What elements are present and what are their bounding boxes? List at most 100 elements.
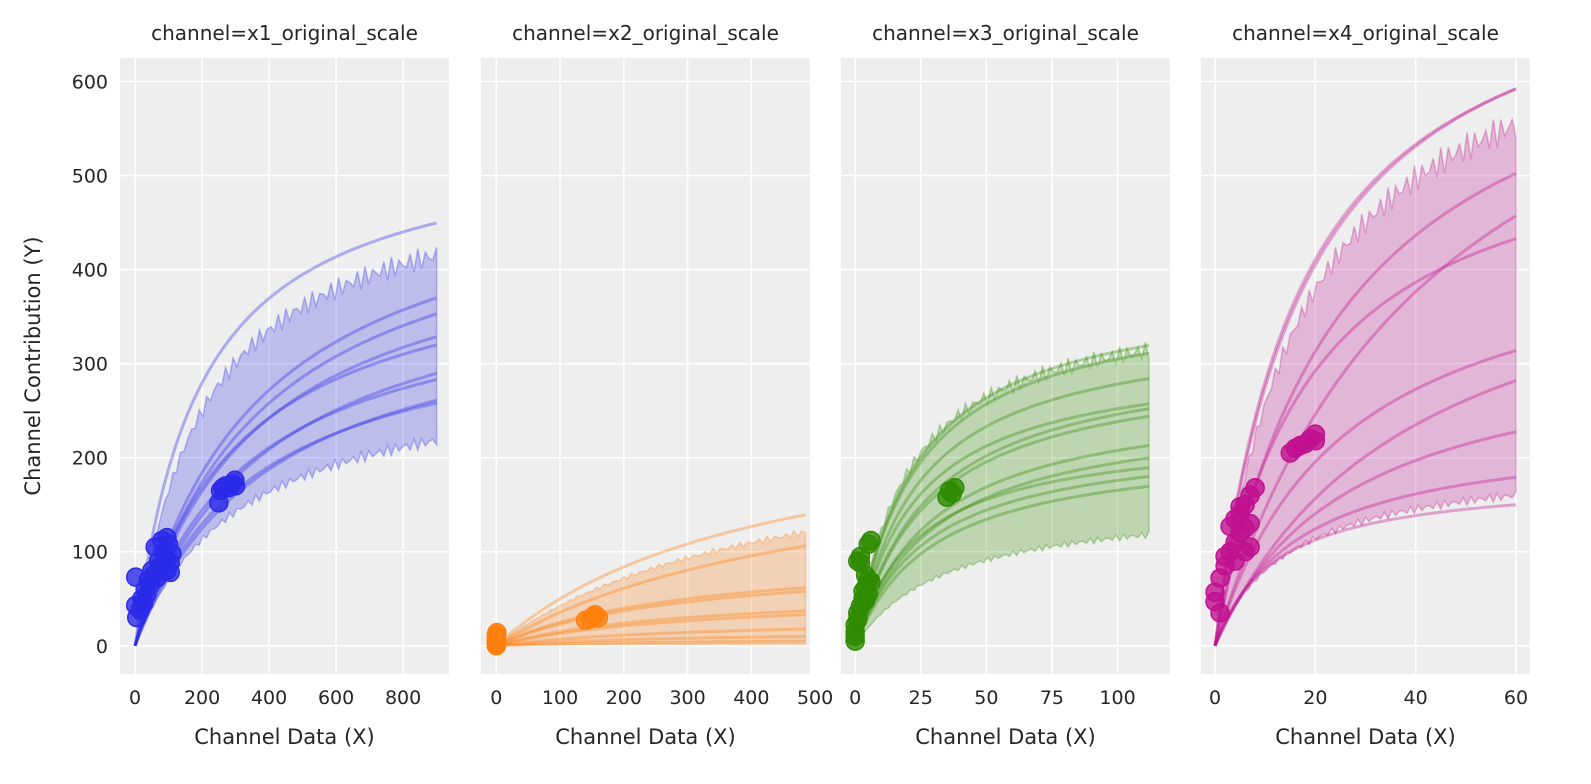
posterior-curve <box>1213 379 1517 647</box>
posterior-curve <box>496 627 806 648</box>
y-tick-label: 400 <box>72 260 108 282</box>
posterior-curve <box>853 484 1150 647</box>
panel-2: 0 100 200 300 400 500 channel=x2_original_scal… <box>481 21 833 749</box>
x-tick-label: 25 <box>909 687 933 709</box>
data-point <box>1240 537 1260 557</box>
x-tick-label: 50 <box>974 687 998 709</box>
x-tick-label: 20 <box>1303 687 1327 709</box>
y-tick-label: 500 <box>72 166 108 188</box>
x-tick-label: 600 <box>318 687 354 709</box>
panel-title: channel=x4_original_scale <box>1232 21 1499 45</box>
x-tick-label: 200 <box>184 687 220 709</box>
posterior-curve <box>496 639 806 648</box>
x-tick-label: 800 <box>385 687 421 709</box>
data-point <box>1240 513 1260 534</box>
data-point <box>162 543 182 564</box>
posterior-curve <box>853 414 1150 647</box>
x-tick-label: 0 <box>490 687 502 709</box>
x-tick-label: 500 <box>797 687 833 709</box>
x-axis-label: Channel Data (X) <box>1275 725 1455 749</box>
posterior-curve <box>1213 503 1517 647</box>
posterior-curve <box>853 402 1150 647</box>
plot-area <box>1205 87 1517 647</box>
posterior-curve <box>853 407 1150 647</box>
x-axis-label: Channel Data (X) <box>915 725 1095 749</box>
x-tick-label: 0 <box>1209 687 1221 709</box>
data-point <box>486 631 507 651</box>
data-point <box>861 572 881 592</box>
posterior-curve <box>133 398 437 647</box>
panel-title: channel=x3_original_scale <box>872 21 1139 45</box>
posterior-curve <box>496 634 806 648</box>
panel-title: channel=x1_original_scale <box>151 21 418 45</box>
posterior-curve <box>133 221 437 646</box>
posterior-curve <box>1213 349 1517 647</box>
posterior-curve <box>853 343 1150 647</box>
posterior-curve <box>133 335 438 647</box>
y-axis-label: Channel Contribution (Y) <box>21 236 45 495</box>
panel-3: 0 25 50 75 100 channel=x3_original_scale Chann… <box>841 21 1170 749</box>
y-tick-label: 300 <box>72 354 108 376</box>
x-tick-label: 100 <box>542 687 578 709</box>
posterior-curve <box>495 544 806 648</box>
x-tick-label: 200 <box>606 687 642 709</box>
y-tick-label: 600 <box>72 72 108 94</box>
posterior-curve <box>133 296 438 647</box>
posterior-curve <box>133 343 437 647</box>
x-tick-label: 300 <box>669 687 705 709</box>
plot-area <box>845 342 1150 651</box>
plot-area <box>486 513 807 656</box>
x-tick-label: 0 <box>129 687 141 709</box>
plot-area <box>125 221 438 647</box>
x-tick-label: 40 <box>1404 687 1428 709</box>
x-tick-label: 0 <box>849 687 861 709</box>
posterior-curve <box>1213 214 1517 647</box>
y-tick-label: 100 <box>72 542 108 564</box>
data-point <box>157 560 177 581</box>
posterior-curve <box>133 401 437 647</box>
posterior-curve <box>853 351 1150 647</box>
panel-title: channel=x2_original_scale <box>512 21 779 45</box>
posterior-curve <box>495 609 806 648</box>
posterior-curve <box>853 444 1150 647</box>
hdi-band <box>854 342 1150 647</box>
data-point <box>583 606 603 627</box>
posterior-curve <box>133 371 438 647</box>
hdi-band <box>1214 116 1517 647</box>
plot-background <box>481 58 810 674</box>
y-tick-label: 0 <box>96 636 108 658</box>
posterior-curve <box>495 589 806 648</box>
x-tick-label: 100 <box>1099 687 1135 709</box>
panel-4: 0 20 40 60 channel=x4_original_scale Channel … <box>1201 21 1530 749</box>
posterior-curve <box>1213 237 1517 647</box>
posterior-curve <box>1213 430 1517 647</box>
x-tick-label: 75 <box>1040 687 1064 709</box>
x-axis-label: Channel Data (X) <box>194 725 374 749</box>
x-tick-label: 400 <box>251 687 287 709</box>
data-point <box>225 476 246 496</box>
posterior-curve <box>133 378 437 647</box>
data-point <box>1305 431 1326 451</box>
x-tick-label: 60 <box>1504 687 1528 709</box>
y-tick-label: 200 <box>72 448 108 470</box>
x-tick-label: 400 <box>733 687 769 709</box>
posterior-curve <box>1213 172 1517 647</box>
posterior-curve <box>495 513 806 647</box>
posterior-curve <box>853 475 1150 647</box>
posterior-curve <box>495 613 806 648</box>
posterior-curve <box>495 586 806 648</box>
posterior-curve <box>1213 87 1517 646</box>
panel-1: 0 200 400 600 800 0 100 200 300 400 500 600 channel=… <box>72 21 449 749</box>
posterior-curve <box>133 312 438 647</box>
posterior-curve <box>853 466 1150 647</box>
posterior-curve <box>1213 87 1517 646</box>
hdi-band <box>134 247 438 647</box>
x-axis-label: Channel Data (X) <box>555 725 735 749</box>
posterior-curve <box>853 377 1150 647</box>
data-point <box>861 530 881 551</box>
data-point <box>945 478 965 498</box>
posterior-curve <box>1213 475 1517 647</box>
plot-background <box>1201 58 1530 674</box>
